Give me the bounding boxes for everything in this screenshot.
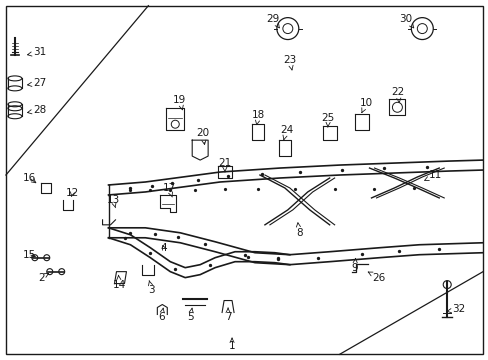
Text: 12: 12 (65, 188, 79, 198)
Text: 4: 4 (160, 243, 166, 253)
Text: 14: 14 (112, 275, 125, 289)
Text: 31: 31 (27, 48, 46, 58)
Text: 8: 8 (295, 223, 302, 238)
Text: 21: 21 (218, 158, 231, 172)
Text: 24: 24 (279, 125, 292, 140)
Text: 10: 10 (359, 98, 372, 113)
Text: 28: 28 (27, 105, 46, 115)
Text: 2: 2 (38, 273, 49, 283)
Text: 22: 22 (390, 87, 404, 102)
Text: 17: 17 (162, 183, 175, 197)
Text: 13: 13 (106, 195, 120, 208)
Text: 32: 32 (446, 305, 465, 315)
Text: 23: 23 (283, 55, 296, 70)
Text: 9: 9 (351, 258, 358, 273)
Text: 27: 27 (27, 78, 46, 88)
Text: 5: 5 (186, 308, 193, 323)
Text: 19: 19 (173, 95, 186, 110)
Text: 16: 16 (23, 173, 36, 183)
Text: 6: 6 (158, 308, 164, 323)
Text: 25: 25 (321, 113, 334, 127)
Text: 26: 26 (367, 272, 385, 283)
Text: 30: 30 (399, 14, 413, 28)
Text: 1: 1 (228, 338, 235, 351)
Text: 7: 7 (224, 308, 231, 323)
Text: 18: 18 (251, 110, 264, 125)
Text: 20: 20 (196, 128, 209, 144)
Text: 15: 15 (23, 250, 36, 260)
Text: 11: 11 (424, 170, 442, 180)
Text: 29: 29 (265, 14, 279, 28)
Text: 3: 3 (148, 280, 155, 294)
